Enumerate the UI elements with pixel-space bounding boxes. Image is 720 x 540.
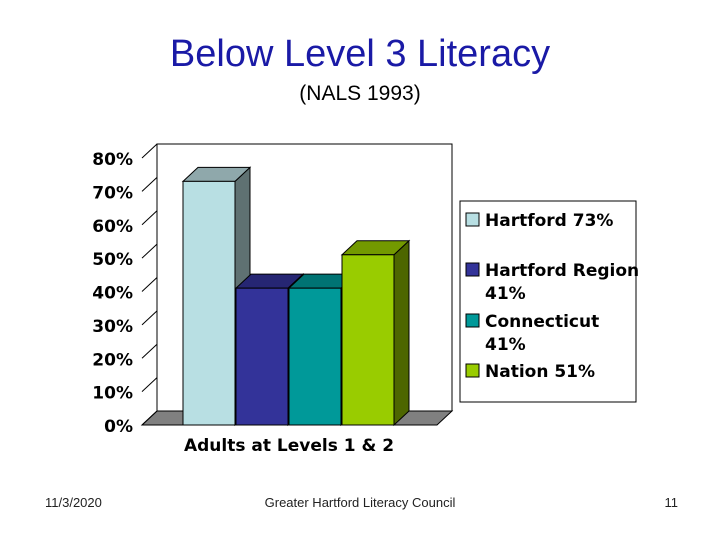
y-axis-tick <box>141 143 158 159</box>
y-axis-tick <box>141 277 158 292</box>
bar-front <box>182 180 236 426</box>
footer-page-number: 11 <box>664 495 679 510</box>
y-axis-tick <box>141 243 158 259</box>
y-axis-tick <box>141 377 158 392</box>
footer-date: 11/3/2020 <box>45 495 102 510</box>
y-tick-label: 50% <box>92 250 133 270</box>
y-axis-tick <box>141 210 158 226</box>
y-tick-label: 10% <box>92 384 133 404</box>
legend-label: 41% <box>485 335 526 355</box>
bar-side <box>393 239 410 427</box>
y-tick-label: 80% <box>92 150 133 170</box>
y-axis-tick <box>141 343 158 359</box>
legend-swatch <box>465 212 480 227</box>
legend-label: Connecticut <box>485 312 599 332</box>
legend-label: 41% <box>485 284 526 304</box>
slide-title: Below Level 3 Literacy <box>169 33 551 75</box>
legend-swatch <box>465 363 480 378</box>
y-tick-label: 60% <box>92 217 133 237</box>
y-tick-label: 40% <box>92 284 133 304</box>
y-tick-label: 30% <box>92 317 133 337</box>
y-tick-label: 0% <box>104 417 133 437</box>
legend-label: Hartford 73% <box>485 211 613 231</box>
y-tick-label: 20% <box>92 350 133 370</box>
legend: Hartford 73% Hartford Region 41% Connecticu… <box>459 200 639 403</box>
bar-4 <box>340 239 411 427</box>
bar-front <box>341 254 395 426</box>
footer-organization: Greater Hartford Literacy Council <box>264 495 456 510</box>
legend-swatch <box>465 313 480 328</box>
legend-label: Hartford Region <box>485 261 639 281</box>
bar-front <box>235 287 289 426</box>
bar-front <box>288 287 342 426</box>
legend-label: Nation 51% <box>485 362 595 382</box>
legend-box <box>459 200 637 403</box>
legend-swatch <box>465 262 480 277</box>
y-axis-tick <box>141 410 158 426</box>
slide-subtitle: (NALS 1993) <box>299 82 421 105</box>
x-tick-label: Adults at Levels 1 & 2 <box>184 436 394 456</box>
y-tick-label: 70% <box>92 183 133 203</box>
y-axis-tick <box>141 177 158 192</box>
y-axis-tick <box>141 310 158 326</box>
